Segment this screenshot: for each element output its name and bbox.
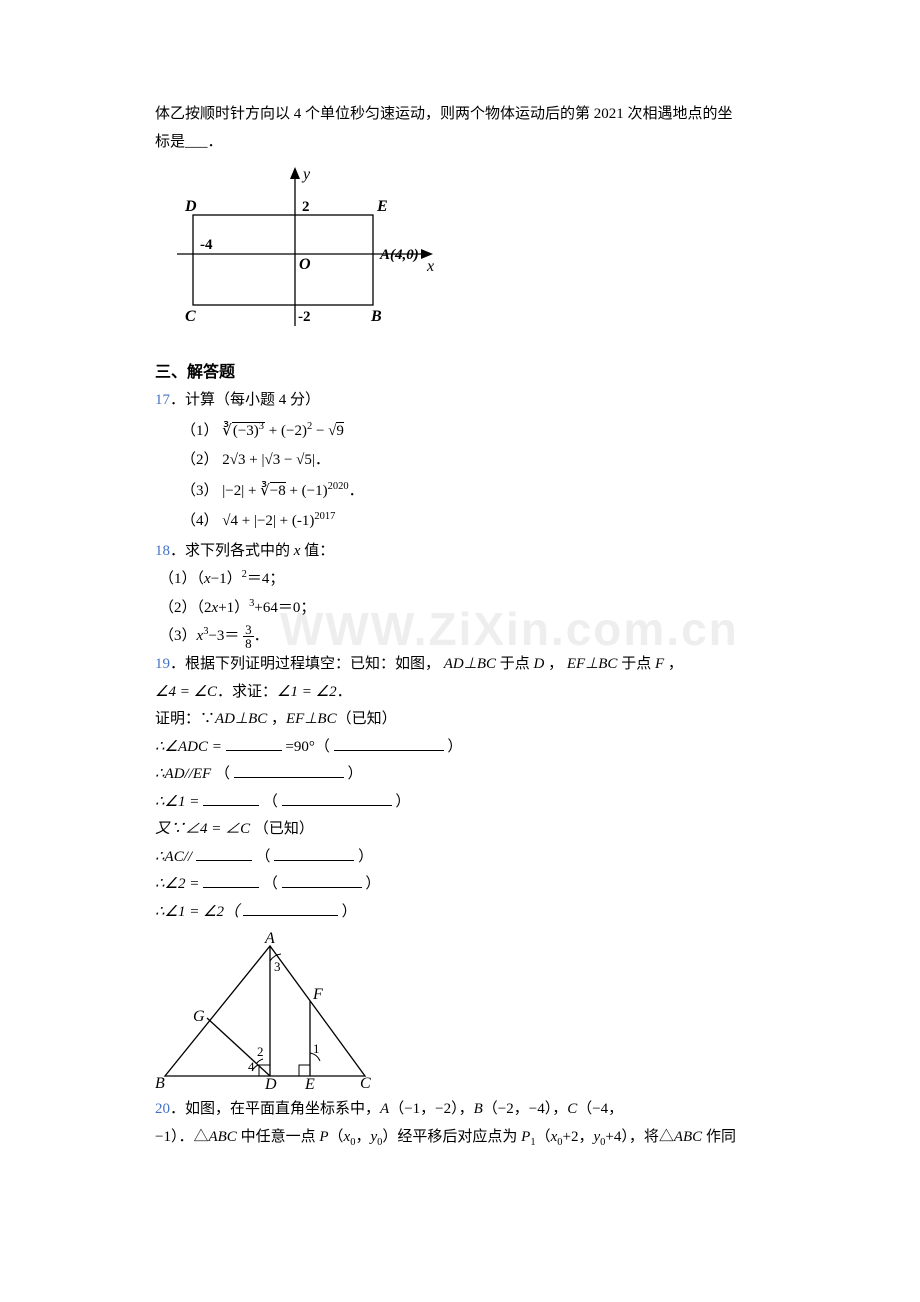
blank[interactable] [226, 736, 282, 751]
blank[interactable] [282, 873, 362, 888]
blank[interactable] [274, 846, 354, 861]
q19-step2: ∴AD//EF （ ） [155, 762, 765, 788]
svg-text:4: 4 [248, 1059, 255, 1074]
intro-line-1: 体乙按顺时针方向以 4 个单位秒匀速运动，则两个物体运动后的第 2021 次相遇… [155, 102, 765, 128]
intro-line-2: 标是___． [155, 130, 765, 156]
figure-triangle: A B C D E F G 3 1 2 4 [155, 931, 380, 1091]
q17-part2: （2） 2√3 + |√3 − √5|． [181, 448, 765, 474]
svg-text:B: B [155, 1075, 165, 1091]
section-heading-3: 三、解答题 [155, 359, 765, 386]
blank[interactable] [234, 763, 344, 778]
svg-text:F: F [312, 986, 323, 1003]
svg-text:B: B [370, 308, 382, 325]
blank[interactable] [203, 873, 259, 888]
svg-text:2: 2 [257, 1044, 264, 1059]
q19-title: 19．根据下列证明过程填空：已知：如图， AD⊥BC 于点 D ， EF⊥BC … [155, 652, 765, 678]
svg-text:C: C [185, 308, 196, 325]
figure-coordinate-rect: y x D E A(4,0) B C 2 -4 O -2 [155, 161, 455, 351]
svg-text:y: y [301, 166, 311, 183]
svg-text:G: G [193, 1008, 205, 1025]
q19-step4: 又∵∠4 = ∠C （已知） [155, 817, 765, 843]
svg-text:E: E [376, 198, 388, 215]
svg-text:2: 2 [302, 199, 310, 215]
q17-number: 17 [155, 392, 170, 408]
q18-part1: （1）（x−1）2＝4； [159, 566, 765, 593]
svg-text:3: 3 [274, 959, 281, 974]
q19-proof-head: 证明：∵AD⊥BC ，EF⊥BC（已知） [155, 707, 765, 733]
q17-part1: （1） ∛(−3)3 + (−2)2 − √9 [181, 418, 765, 445]
q19-step5: ∴AC// （ ） [155, 845, 765, 871]
q20-line2: −1）．△ABC 中任意一点 P（x0，y0）经平移后对应点为 P1（x0+2，… [155, 1125, 765, 1152]
blank[interactable] [243, 901, 338, 916]
blank[interactable] [203, 791, 259, 806]
svg-text:-2: -2 [298, 309, 311, 325]
q18-part2: （2）（2x+1）3+64＝0； [159, 595, 765, 622]
q17-title: 17．计算（每小题 4 分） [155, 388, 765, 414]
svg-text:D: D [184, 198, 197, 215]
q19-number: 19 [155, 656, 170, 672]
q18-number: 18 [155, 543, 170, 559]
svg-text:E: E [304, 1076, 315, 1091]
blank[interactable] [196, 846, 252, 861]
q19-step1: ∴∠ADC = =90°（ ） [155, 735, 765, 761]
q19-line2: ∠4 = ∠C．求证：∠1 = ∠2． [155, 680, 765, 706]
svg-text:A: A [264, 931, 275, 947]
q18-part3: （3）x3−3＝ 3 8 ． [159, 623, 765, 650]
q17-part3: （3） |−2| + ∛−8 + (−1)2020． [181, 478, 765, 505]
q20-number: 20 [155, 1101, 170, 1117]
blank[interactable] [282, 791, 392, 806]
blank[interactable] [334, 736, 444, 751]
q20-line1: 20．如图，在平面直角坐标系中，A（−1，−2），B（−2，−4），C（−4， [155, 1097, 765, 1123]
svg-text:x: x [426, 258, 434, 275]
svg-text:C: C [360, 1075, 371, 1091]
q18-title: 18．求下列各式中的 x 值： [155, 539, 765, 565]
svg-text:A(4,0): A(4,0) [379, 247, 419, 263]
q19-step6: ∴∠2 = （ ） [155, 872, 765, 898]
q17-part4: （4） √4 + |−2| + (-1)2017 [181, 508, 765, 535]
svg-text:D: D [264, 1076, 277, 1091]
q19-step7: ∴∠1 = ∠2（ ） [155, 900, 765, 926]
svg-text:O: O [299, 256, 311, 273]
svg-text:-4: -4 [200, 237, 213, 253]
q19-step3: ∴∠1 = （ ） [155, 790, 765, 816]
